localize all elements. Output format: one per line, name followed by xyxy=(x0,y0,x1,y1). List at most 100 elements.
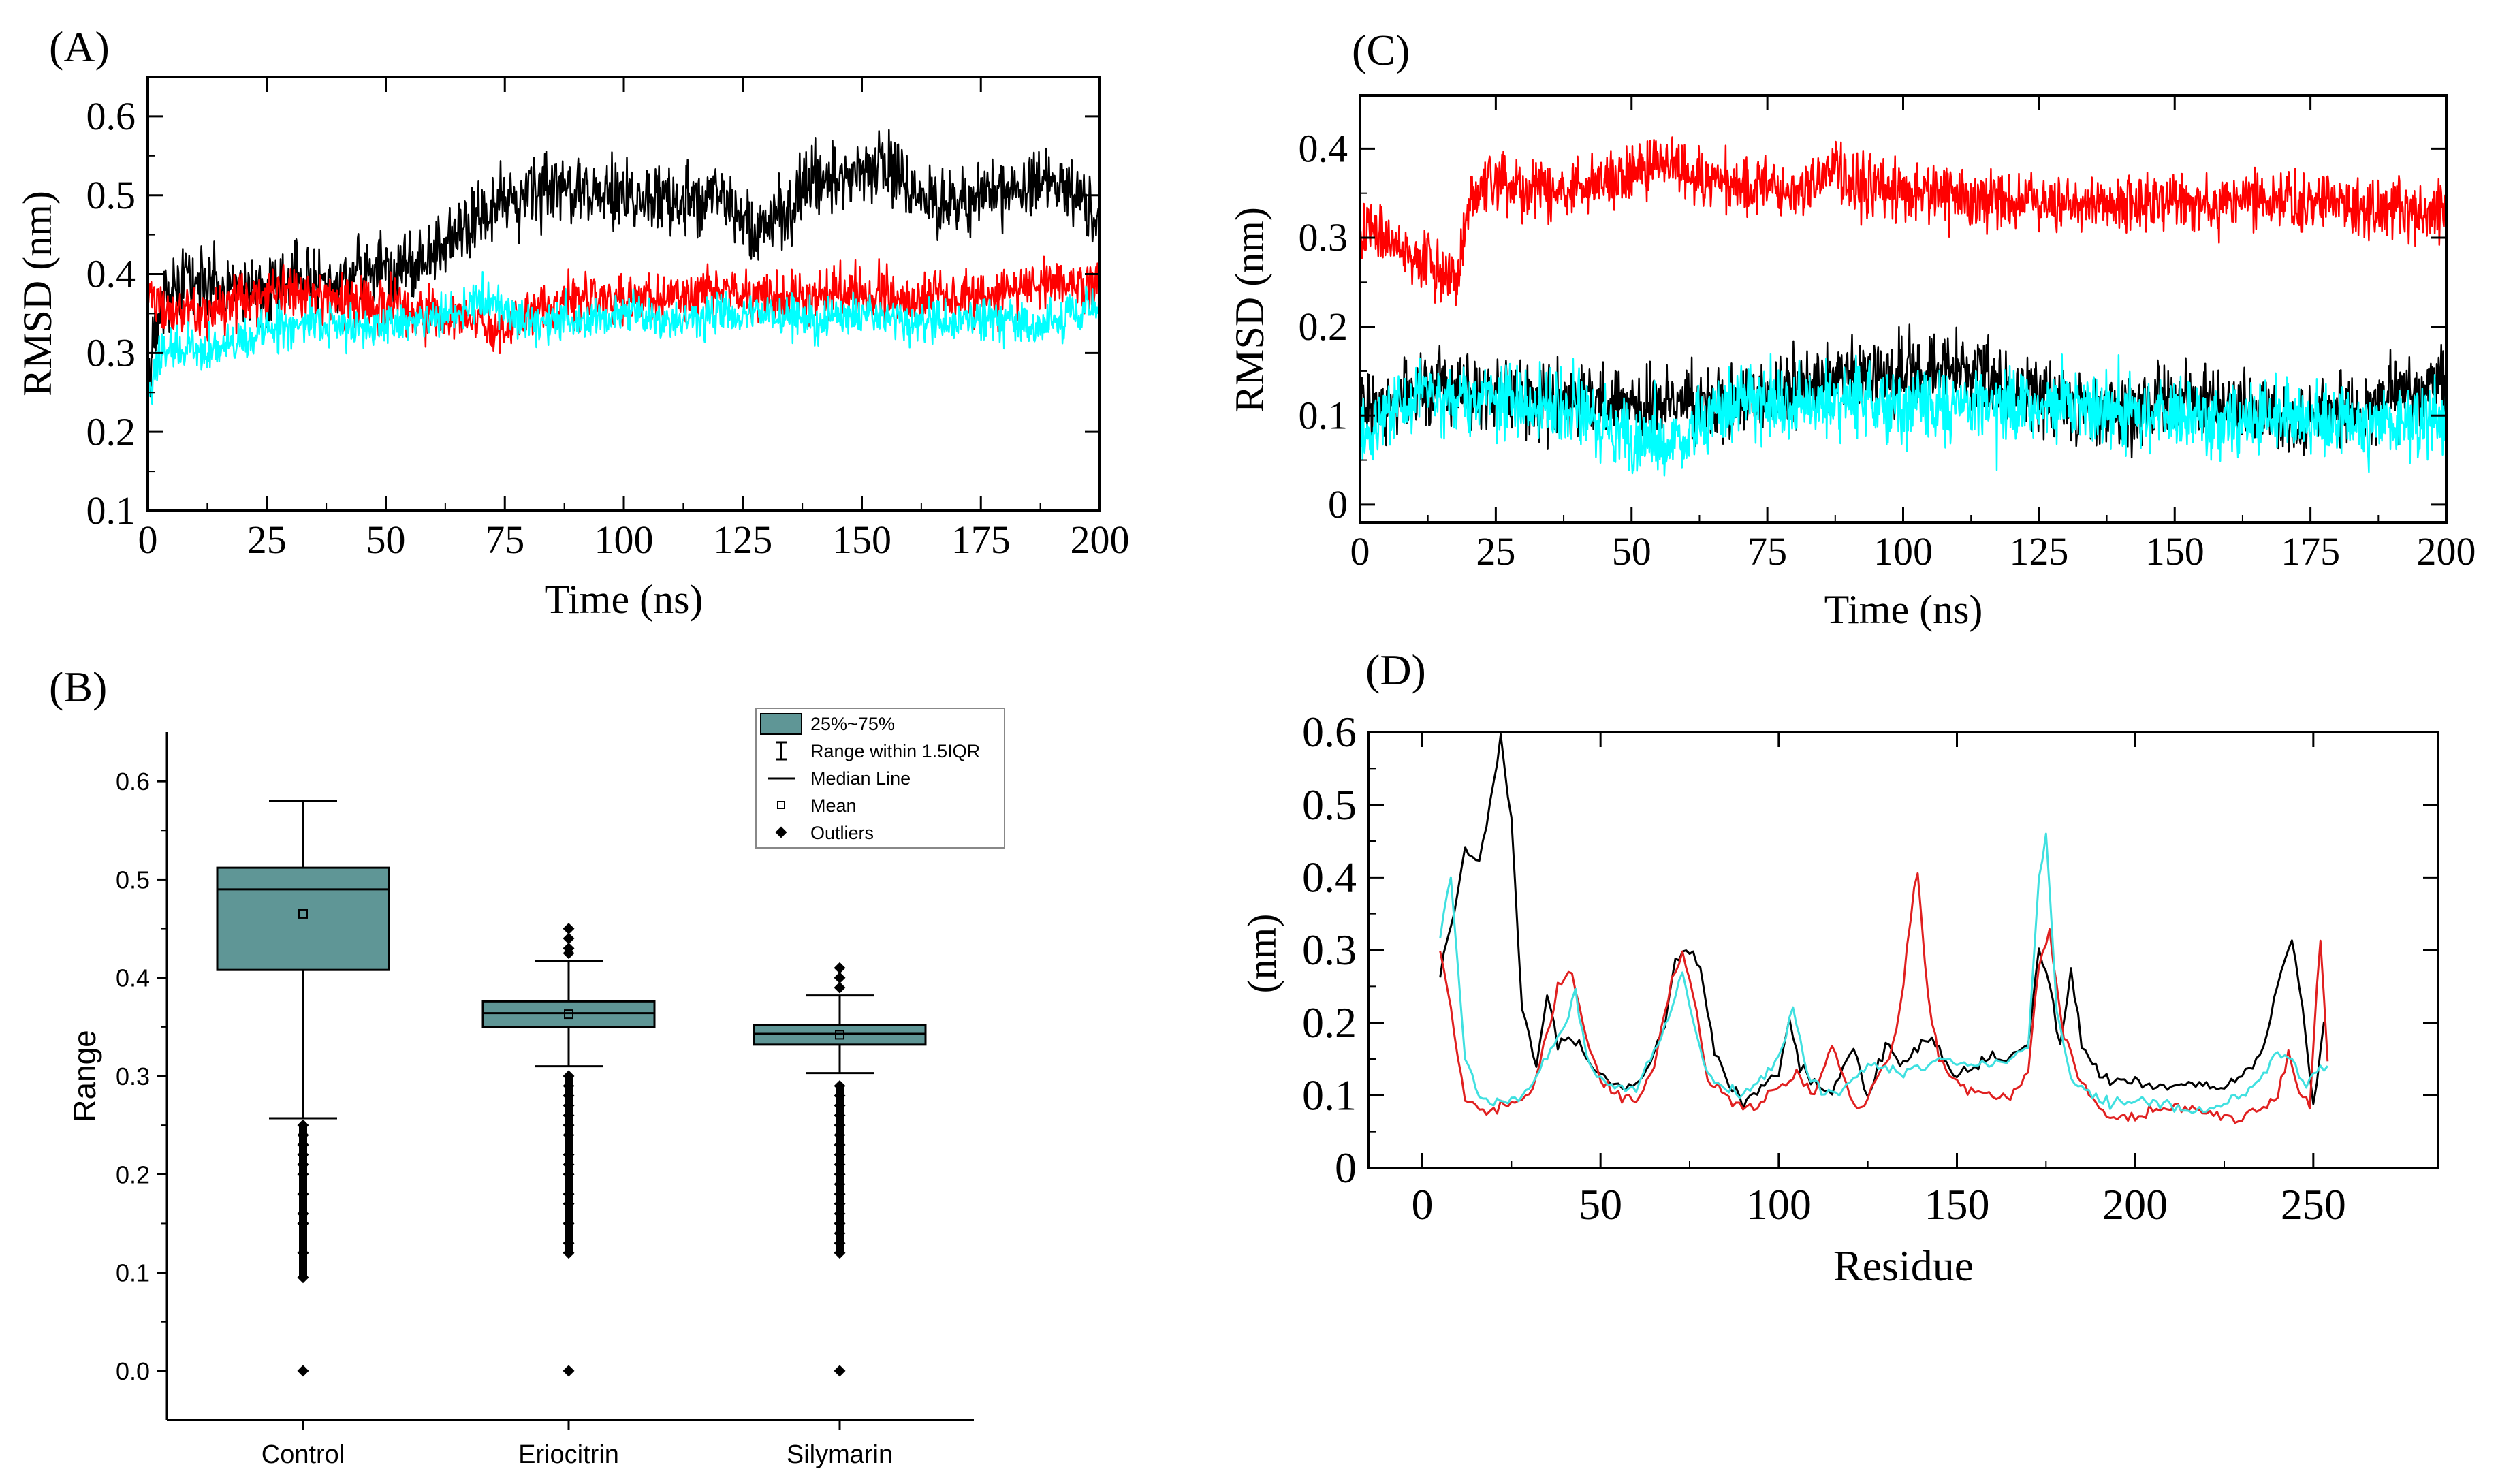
panel-c-ytick-label: 0.1 xyxy=(1299,393,1348,437)
legend-outlier-icon xyxy=(775,826,787,838)
panel-b: Control Eriocitrin Silymarin 0.00.10.20.30… xyxy=(67,708,1005,1469)
category-label: Silymarin xyxy=(787,1440,893,1469)
outlier-band xyxy=(836,1086,844,1253)
panel-d-ytick-label: 0.6 xyxy=(1302,708,1357,756)
panel-a-ytick-label: 0.3 xyxy=(86,331,136,375)
panel-a-xtick-label: 200 xyxy=(1071,518,1130,562)
legend-box-swatch xyxy=(760,713,802,735)
legend-box-label: 25%~75% xyxy=(810,714,895,734)
panel-a-xtick-label: 100 xyxy=(595,518,654,562)
panel-b-ytick-label: 0.5 xyxy=(116,866,150,894)
panel-d-ticks: 0 50 100 150 200 250 0 0.1 0.2 0.3 0.4 0.5 0.6 xyxy=(1302,708,2438,1229)
box-silymarin: Silymarin xyxy=(753,962,927,1469)
panel-c-xtick-label: 75 xyxy=(1748,529,1787,573)
panel-d-ylabel: (nm) xyxy=(1239,914,1284,994)
outlier-point xyxy=(834,1365,846,1377)
panel-c-ytick-label: 0.2 xyxy=(1299,304,1348,349)
panel-d-xtick-label: 250 xyxy=(2281,1180,2346,1229)
panel-b-ylabel: Range xyxy=(67,1030,102,1122)
outlier-point xyxy=(834,972,846,984)
panel-d-xtick-label: 200 xyxy=(2102,1180,2168,1229)
panel-c-series xyxy=(1359,136,2447,477)
panel-c-ticks: 0 25 50 75 100 125 150 175 200 0 0.1 0.2 0.3 0.4 xyxy=(1299,95,2476,573)
outlier-band xyxy=(565,1076,573,1253)
mean-marker xyxy=(835,1030,844,1040)
panel-d-xlabel: Residue xyxy=(1833,1242,1974,1290)
panel-a-xtick-label: 150 xyxy=(832,518,891,562)
panel-a-xtick-label: 125 xyxy=(713,518,772,562)
outlier-point xyxy=(834,981,846,994)
iqr-box xyxy=(216,866,390,971)
panel-b-ytick-label: 0.4 xyxy=(116,964,150,992)
panel-c-ytick-label: 0.4 xyxy=(1299,127,1348,171)
legend-mean-label: Mean xyxy=(810,795,857,816)
panel-label-a: (A) xyxy=(49,22,110,71)
outlier-point xyxy=(563,1365,575,1377)
panel-a-ytick-label: 0.1 xyxy=(86,488,136,533)
panel-d-ytick-label: 0.4 xyxy=(1302,853,1357,901)
panel-c-xtick-label: 175 xyxy=(2281,529,2340,573)
panel-c-xtick-label: 0 xyxy=(1350,529,1370,573)
panel-b-ytick-label: 0.3 xyxy=(116,1062,150,1090)
box-control: Control xyxy=(216,800,390,1469)
panel-a-ytick-label: 0.6 xyxy=(86,94,136,138)
panel-c-xlabel: Time (ns) xyxy=(1824,587,1983,632)
panel-label-d: (D) xyxy=(1365,646,1426,694)
panel-d-ytick-label: 0 xyxy=(1335,1143,1357,1192)
panel-d-xtick-label: 50 xyxy=(1579,1180,1622,1229)
panel-a-series xyxy=(146,129,1101,405)
panel-a-series-red xyxy=(146,255,1101,355)
panel-d-series-cyan xyxy=(1439,832,2328,1114)
panel-c-series-red xyxy=(1359,136,2447,306)
legend-outliers-label: Outliers xyxy=(810,823,874,843)
panel-d-ytick-label: 0.3 xyxy=(1302,926,1357,974)
outlier-band xyxy=(299,1125,307,1278)
panel-d-ytick-label: 0.2 xyxy=(1302,998,1357,1047)
panel-b-ticks: 0.0 0.1 0.2 0.3 0.4 0.5 0.6 xyxy=(116,768,167,1385)
outlier-point xyxy=(563,923,575,935)
legend-range-icon xyxy=(776,741,787,761)
panel-a-xtick-label: 175 xyxy=(951,518,1011,562)
panel-c-xtick-label: 50 xyxy=(1612,529,1651,573)
category-label: Control xyxy=(262,1440,345,1469)
panel-a-series-black xyxy=(147,129,1101,398)
panel-c-ylabel: RMSD (nm) xyxy=(1227,207,1272,413)
legend-range-label: Range within 1.5IQR xyxy=(810,741,980,761)
outlier-point xyxy=(563,932,575,945)
panel-b-ytick-label: 0.1 xyxy=(116,1259,150,1287)
panel-c-series-cyan xyxy=(1359,353,2447,477)
category-label: Eriocitrin xyxy=(518,1440,619,1469)
panel-a-xtick-label: 50 xyxy=(366,518,406,562)
panel-b-ytick-label: 0.2 xyxy=(116,1161,150,1188)
panel-label-b: (B) xyxy=(49,663,107,711)
panel-c-xtick-label: 25 xyxy=(1476,529,1515,573)
panel-a-xlabel: Time (ns) xyxy=(545,577,703,622)
panel-d-series xyxy=(1439,733,2329,1124)
panel-d: 0 50 100 150 200 250 0 0.1 0.2 0.3 0.4 0.5 0.6 Resid… xyxy=(1239,708,2439,1290)
panel-a-ytick-label: 0.5 xyxy=(86,173,136,217)
panel-a-ticks: 0 25 50 75 100 125 150 175 200 0.1 0.2 0.3 0.4 0.5 0.6 xyxy=(86,77,1130,562)
panel-a-xtick-label: 0 xyxy=(138,518,158,562)
panel-b-legend: 25%~75% Range within 1.5IQR Median Line … xyxy=(755,708,1005,849)
panel-b-ytick-label: 0.6 xyxy=(116,768,150,795)
panel-c-xtick-label: 100 xyxy=(1874,529,1933,573)
panel-a-series-cyan xyxy=(146,270,1101,405)
outlier-point xyxy=(834,962,846,974)
panel-label-c: (C) xyxy=(1352,26,1410,74)
legend-mean-icon xyxy=(777,801,785,809)
panel-c-ytick-label: 0 xyxy=(1328,482,1348,526)
panel-c-xtick-label: 150 xyxy=(2145,529,2204,573)
mean-marker xyxy=(298,909,308,919)
panel-b-ytick-label: 0.0 xyxy=(116,1357,150,1385)
panel-a-ylabel: RMSD (nm) xyxy=(15,191,60,396)
panel-c-xtick-label: 125 xyxy=(2009,529,2068,573)
panel-d-ytick-label: 0.1 xyxy=(1302,1071,1357,1119)
panel-c-ytick-label: 0.3 xyxy=(1299,215,1348,259)
panel-a-xtick-label: 25 xyxy=(247,518,287,562)
outlier-point xyxy=(563,942,575,954)
panel-a-ytick-label: 0.4 xyxy=(86,252,136,296)
box-eriocitrin: Eriocitrin xyxy=(481,923,656,1469)
panel-d-xtick-label: 0 xyxy=(1412,1180,1434,1229)
